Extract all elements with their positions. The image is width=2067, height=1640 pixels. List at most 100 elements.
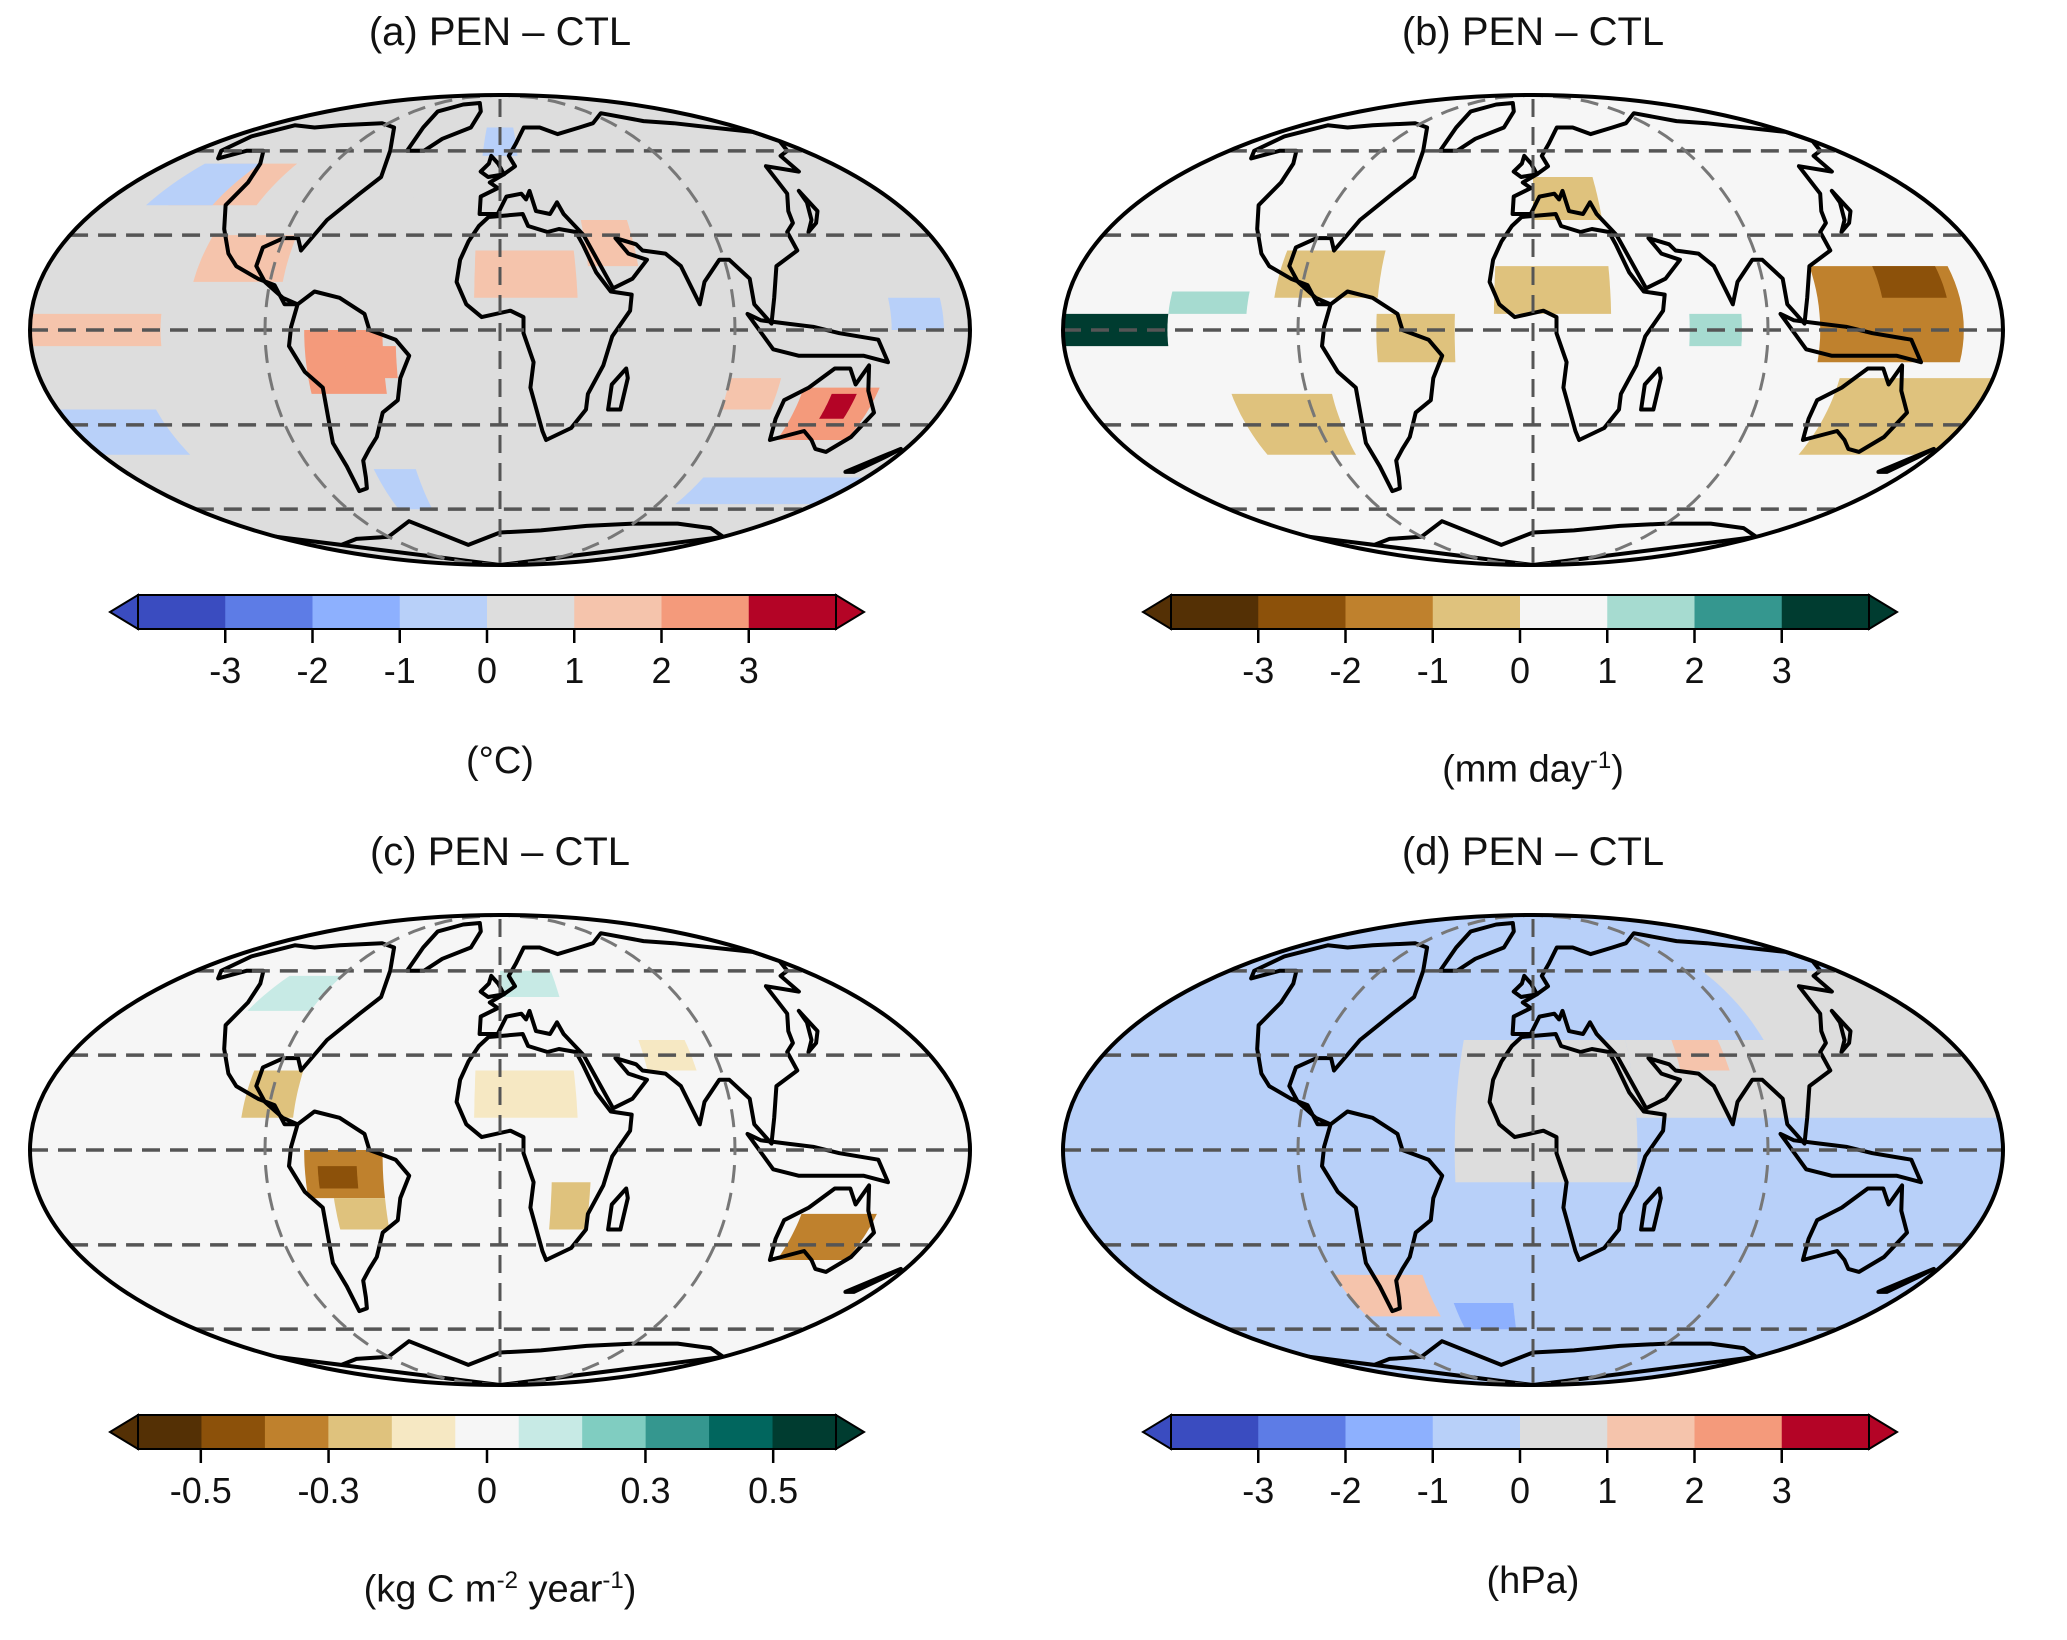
colorbar-swatch xyxy=(518,1415,583,1449)
data-patch xyxy=(1080,947,1375,1087)
colorbar-swatch xyxy=(748,595,837,629)
coastline-greenland xyxy=(1438,101,1516,153)
coastline-indonesia xyxy=(1778,1131,1923,1185)
panel-d: (d) PEN – CTL -3 -2 -1 0 1 2 3 (hPa) xyxy=(1033,820,2033,1620)
colorbar-tick-label: 1 xyxy=(564,650,585,691)
coastline-madagascar xyxy=(1639,1186,1663,1232)
coastline-greenland xyxy=(405,101,483,153)
coastline-new-zealand xyxy=(1876,1266,1936,1294)
colorbar-tick-label: 0.5 xyxy=(748,1470,799,1511)
colorbar-tick-label: 0 xyxy=(476,650,498,691)
colorbar-tick-label: -1 xyxy=(383,650,416,691)
coastline-japan xyxy=(1829,1008,1853,1054)
colorbar-swatch xyxy=(1258,595,1346,629)
colorbar-tick-label: 3 xyxy=(1771,1470,1792,1511)
colorbar-tick-label: 2 xyxy=(1684,650,1705,691)
panel-title: (c) PEN – CTL xyxy=(369,830,631,874)
coastline-south-america xyxy=(1320,289,1445,494)
coastline-indonesia xyxy=(745,1131,890,1185)
coastline-madagascar xyxy=(606,1186,630,1232)
data-patch xyxy=(819,393,857,419)
data-patch xyxy=(721,378,782,410)
data-patch xyxy=(549,1182,591,1230)
colorbar-unit-label: (°C) xyxy=(466,740,534,782)
colorbar-swatch xyxy=(709,1415,774,1449)
colorbar-swatch xyxy=(264,1415,329,1449)
data-patch xyxy=(500,970,560,997)
data-patch xyxy=(474,1070,578,1118)
colorbar-tick-label: -3 xyxy=(209,650,242,691)
colorbar-swatch xyxy=(1607,1415,1695,1449)
coastline-japan xyxy=(796,1008,820,1054)
coastline-antarctica xyxy=(274,1339,726,1385)
colorbar-swatch xyxy=(225,595,313,629)
colorbar-swatch xyxy=(391,1415,456,1449)
meridian-gridline xyxy=(1532,95,1770,565)
coastline-north-america xyxy=(216,941,397,1127)
colorbar-tick-label: -3 xyxy=(1242,650,1275,691)
data-patch xyxy=(1702,970,1949,1040)
panel-title: (d) PEN – CTL xyxy=(1401,830,1665,874)
coastline-south-america xyxy=(287,1109,412,1314)
colorbar-extend-high xyxy=(835,1413,866,1451)
coastline-indonesia xyxy=(1778,311,1923,365)
colorbar-unit-label: (mm day-1) xyxy=(1442,747,1624,791)
data-patch xyxy=(1454,1040,1638,1183)
colorbar-tick-label: -0.3 xyxy=(297,1470,360,1511)
colorbar-swatch xyxy=(645,1415,710,1449)
coastline-eurasia xyxy=(477,931,801,1146)
meridian-gridline xyxy=(499,915,737,1385)
colorbar-d xyxy=(1141,1413,1899,1463)
data-patch xyxy=(1453,1303,1517,1330)
colorbar-swatch xyxy=(312,595,401,629)
colorbar-swatch xyxy=(399,595,488,629)
colorbar-tick-label: -0.5 xyxy=(169,1470,232,1511)
map-outline xyxy=(28,913,972,1387)
map-outline xyxy=(1061,93,2005,567)
coastline-madagascar xyxy=(1639,366,1663,412)
data-patch xyxy=(333,1198,390,1230)
coastline-eurasia xyxy=(1510,111,1834,326)
coastline-new-zealand xyxy=(1876,446,1936,474)
coastline-british-isles xyxy=(478,153,506,179)
coastline-british-isles xyxy=(478,973,506,999)
coastline-south-america xyxy=(1320,1109,1445,1314)
data-patch xyxy=(474,250,578,298)
data-patch xyxy=(1872,266,1947,298)
coastline-north-america xyxy=(1249,121,1430,307)
coastline-north-america xyxy=(216,121,397,307)
coastline-antarctica xyxy=(1307,519,1759,565)
map-outline xyxy=(1061,913,2005,1387)
data-patch xyxy=(1063,313,1169,347)
coastline-eurasia xyxy=(477,111,801,326)
colorbar-swatch xyxy=(1432,1415,1521,1449)
colorbar-swatch xyxy=(1781,1415,1870,1449)
coastline-antarctica xyxy=(274,519,726,565)
colorbar-tick-label: 0 xyxy=(1509,650,1531,691)
panel-title: (b) PEN – CTL xyxy=(1401,10,1665,54)
colorbar-b xyxy=(1141,593,1899,643)
colorbar-swatch xyxy=(328,1415,393,1449)
data-patch xyxy=(317,1166,359,1189)
colorbar-swatch xyxy=(1694,595,1783,629)
colorbar-swatch xyxy=(1607,595,1695,629)
coastline-eurasia xyxy=(1510,931,1834,1146)
colorbar-tick-label: -2 xyxy=(296,650,329,691)
colorbar-tick-label: 2 xyxy=(651,650,672,691)
colorbar-extend-low xyxy=(108,1413,139,1451)
map-outline xyxy=(28,93,972,567)
colorbar-swatch xyxy=(1171,1415,1259,1449)
colorbar-tick-label: -2 xyxy=(1329,1470,1362,1511)
colorbar-swatch xyxy=(1345,1415,1434,1449)
data-patch xyxy=(1798,378,1993,455)
meridian-gridline xyxy=(263,95,501,565)
colorbar-swatch xyxy=(1345,595,1434,629)
meridian-gridline xyxy=(499,95,737,565)
colorbar-tick-label: -1 xyxy=(1416,1470,1449,1511)
map-c xyxy=(28,913,972,1387)
colorbar-swatch xyxy=(138,1415,202,1449)
colorbar-c xyxy=(108,1413,866,1463)
colorbar-tick-label: 0 xyxy=(476,1470,498,1511)
data-patch xyxy=(193,235,297,282)
colorbar-swatch xyxy=(1432,595,1521,629)
